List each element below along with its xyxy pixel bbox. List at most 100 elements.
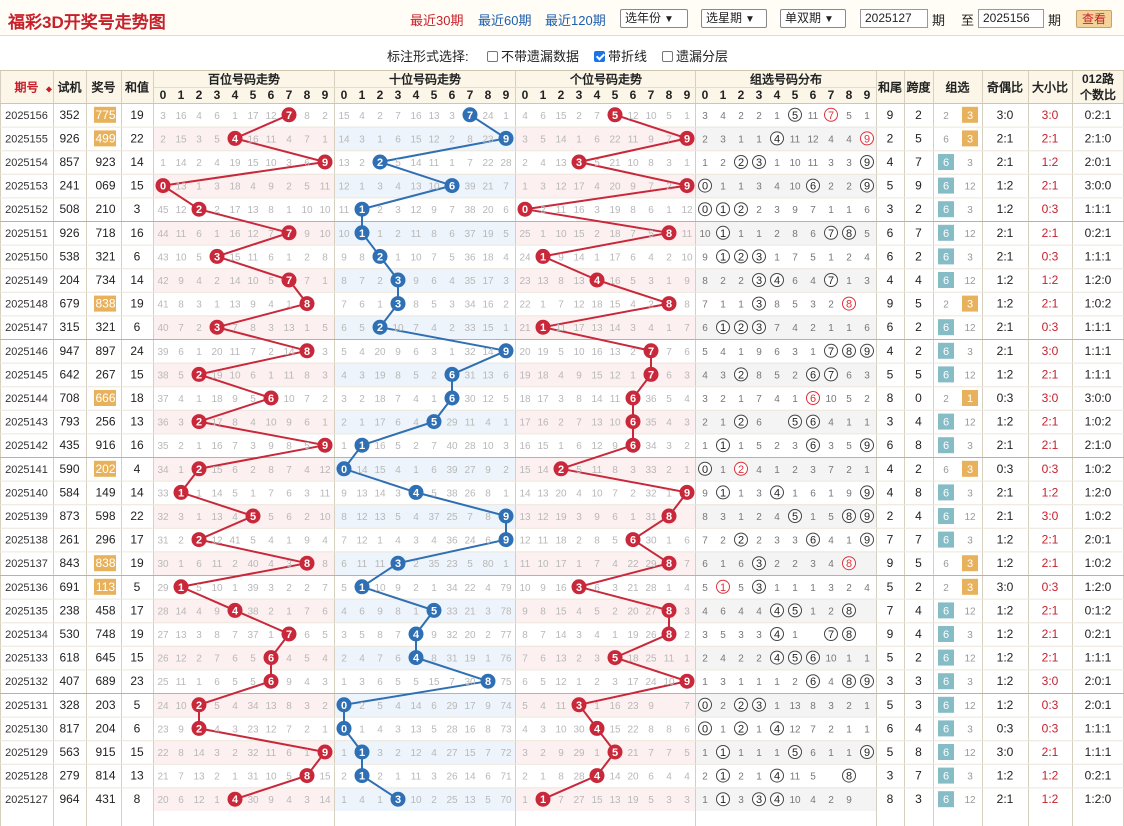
row-stripe (516, 409, 696, 434)
sum-cell: 23 (130, 674, 144, 688)
group-omission: 9 (846, 795, 852, 806)
omission-number: 19 (555, 512, 567, 523)
omission-number: 2 (304, 512, 310, 523)
group-omission: 2 (702, 134, 708, 145)
group-omission: 4 (864, 583, 870, 594)
ball-digit: 7 (648, 369, 654, 381)
omission-number: 5 (540, 134, 546, 145)
omission-number: 7 (431, 252, 437, 263)
omission-number: 15 (319, 772, 331, 783)
row-stripe (154, 598, 334, 623)
omission-number: 12 (338, 182, 350, 193)
tail-cell: 6 (887, 721, 894, 735)
omission-number: 11 (266, 134, 277, 145)
big-small-cell: 2:1 (1042, 179, 1059, 193)
omission-number: 9 (232, 394, 238, 405)
recent-30-link[interactable]: 最近30期 (410, 13, 464, 28)
header-digit: 7 (648, 88, 655, 102)
header-group_dist: 组选号码分布 (750, 72, 822, 87)
omission-number: 7 (286, 724, 292, 735)
omission-number: 2 (250, 465, 256, 476)
omission-number: 5 (322, 323, 328, 334)
group-digit: 4 (774, 771, 780, 783)
omission-number: 3 (214, 182, 220, 193)
omission-number: 18 (591, 300, 603, 311)
omission-number: 17 (627, 677, 639, 688)
omission-number: 38 (157, 370, 169, 381)
omission-number: 6 (286, 512, 292, 523)
omission-number: 3 (666, 441, 672, 452)
checkbox-checked-icon[interactable] (594, 51, 605, 62)
top-toolbar: 福彩3D开奖号走势图 最近30期 最近60期 最近120期 选年份 ▼ 选星期 ▼ … (0, 0, 1124, 36)
group-omission: 8 (702, 512, 708, 523)
omission-number: 4 (359, 654, 365, 665)
omission-number: 24 (645, 677, 657, 688)
ball-h (299, 343, 315, 359)
omission-number: 7 (304, 134, 310, 145)
ball-digit: 9 (684, 676, 690, 688)
omission-number: 2 (576, 654, 582, 665)
road-cell: 0:2:1 (1085, 769, 1112, 783)
omission-number: 5 (250, 536, 256, 547)
group-omission: 3 (720, 512, 726, 523)
header-digit: 3 (395, 88, 402, 102)
omission-number: 1 (268, 370, 274, 381)
to-issue-input[interactable]: 2025156 (978, 9, 1044, 28)
parity-select[interactable]: 单双期 ▼ (780, 9, 846, 28)
omission-number: 10 (229, 370, 241, 381)
ball-digit: 4 (232, 605, 239, 617)
group-omission: 1 (756, 134, 762, 145)
option-polyline[interactable]: 带折线 (594, 46, 647, 65)
group-omission: 5 (846, 441, 852, 452)
omission-number: 7 (666, 748, 672, 759)
group-digit: 9 (864, 535, 870, 547)
omission-number: 4 (413, 394, 419, 405)
omission-number: 4 (359, 111, 365, 122)
qi-label: 期 (932, 13, 946, 28)
omission-number: 6 (431, 701, 437, 712)
group-omission: 2 (828, 606, 834, 617)
omission-number: 5 (268, 276, 274, 287)
omission-number: 7 (232, 323, 238, 334)
group-digit: 9 (864, 181, 870, 193)
omission-number: 10 (609, 418, 621, 429)
group-omission: 12 (964, 323, 976, 334)
ball-digit: 2 (377, 322, 383, 334)
ball-digit: 7 (286, 629, 292, 641)
weekday-select[interactable]: 选星期 ▼ (701, 9, 767, 28)
odd-even-cell: 2:1 (997, 155, 1014, 169)
group-omission: 2 (756, 205, 762, 216)
option-layered[interactable]: 遗漏分层 (662, 46, 728, 65)
checkbox-icon[interactable] (662, 51, 673, 62)
checkbox-icon[interactable] (487, 51, 498, 62)
group-ball (806, 414, 820, 429)
ball-u (661, 225, 677, 241)
omission-number: 1 (250, 488, 256, 499)
group-omission: 1 (792, 583, 798, 594)
omission-number: 4 (612, 559, 618, 570)
omission-number: 15 (338, 111, 350, 122)
recent-60-link[interactable]: 最近60期 (478, 13, 532, 28)
omission-number: 5 (666, 394, 672, 405)
span-cell: 4 (915, 509, 922, 523)
omission-number: 2 (178, 441, 184, 452)
omission-number: 32 (247, 748, 259, 759)
from-issue-input[interactable]: 2025127 (860, 9, 928, 28)
span-cell: 4 (915, 273, 922, 287)
option-no-omission[interactable]: 不带遗漏数据 (487, 46, 579, 65)
group-omission: 4 (720, 654, 726, 665)
group-omission: 1 (774, 677, 780, 688)
omission-number: 6 (196, 229, 202, 240)
omission-number: 14 (519, 488, 531, 499)
year-select[interactable]: 选年份 ▼ (620, 9, 688, 28)
recent-120-link[interactable]: 最近120期 (545, 13, 606, 28)
omission-number: 12 (428, 134, 440, 145)
group-digit: 9 (864, 346, 870, 358)
omission-number: 2 (594, 229, 600, 240)
group-omission: 9 (702, 488, 708, 499)
omission-number: 9 (648, 134, 654, 145)
group-badge (962, 578, 978, 595)
omission-number: 7 (503, 182, 509, 193)
group-ball (788, 603, 802, 618)
query-button[interactable]: 查看 (1076, 10, 1112, 28)
